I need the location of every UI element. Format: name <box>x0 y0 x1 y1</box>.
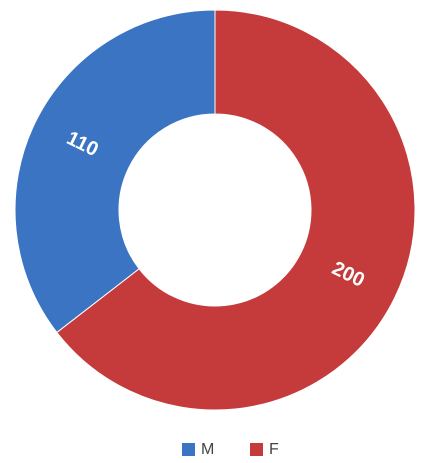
legend-swatch <box>250 443 263 456</box>
legend-swatch <box>182 443 195 456</box>
donut-slice <box>56 9 416 411</box>
legend-label: F <box>269 441 279 458</box>
donut-slice <box>14 9 216 334</box>
legend-label: M <box>201 441 214 458</box>
